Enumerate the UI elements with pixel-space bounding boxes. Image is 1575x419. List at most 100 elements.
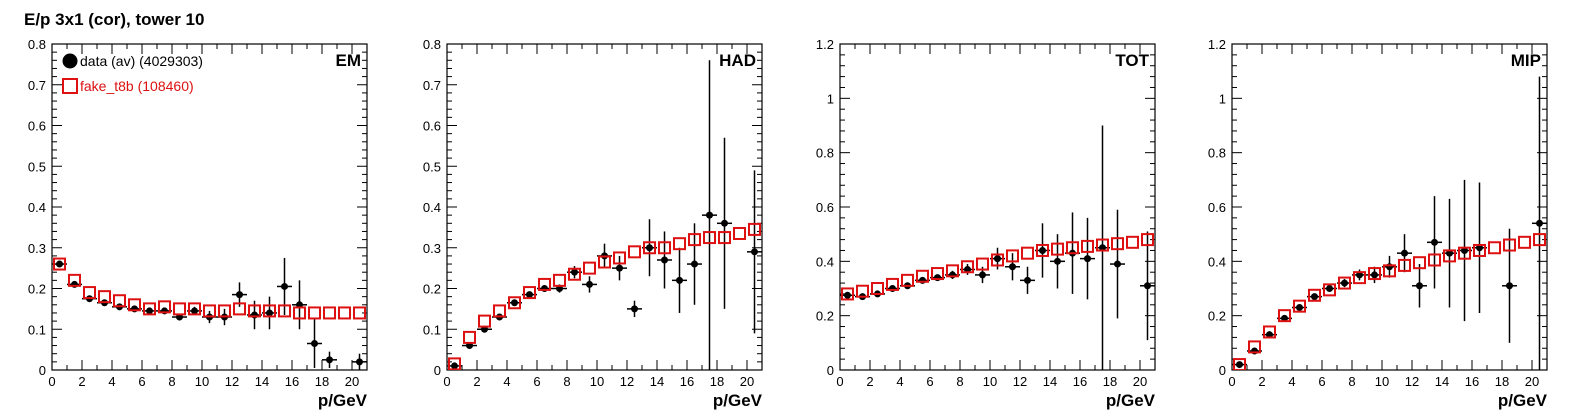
data-point	[191, 307, 198, 315]
mc-point	[1503, 238, 1516, 252]
x-tick-label: 14	[255, 374, 269, 389]
mc-point	[1096, 238, 1109, 252]
y-tick-label: 0.8	[1208, 146, 1226, 161]
mc-point	[233, 302, 246, 316]
mc-point	[128, 298, 141, 312]
x-axis-label: p/GeV	[318, 391, 368, 410]
data-point	[511, 299, 518, 307]
data-point	[1084, 255, 1091, 263]
mc-point	[628, 245, 641, 259]
data-point	[1266, 331, 1273, 339]
y-tick-label: 0	[39, 363, 46, 378]
mc-point	[568, 267, 581, 281]
data-point	[721, 219, 728, 227]
x-tick-label: 0	[836, 374, 843, 389]
mc-point	[143, 302, 156, 316]
x-tick-label: 16	[285, 374, 299, 389]
x-tick-label: 0	[48, 374, 55, 389]
mc-point	[538, 277, 551, 291]
y-tick-label: 0.4	[816, 254, 834, 269]
plot-frame	[839, 43, 1156, 371]
data-point	[1461, 246, 1468, 254]
data-point	[1296, 304, 1303, 312]
plot-area	[840, 125, 1155, 370]
data-point	[251, 311, 258, 319]
x-tick-label: 20	[740, 374, 754, 389]
data-point	[1431, 238, 1438, 246]
x-tick-label: 12	[1405, 374, 1419, 389]
data-point	[1326, 285, 1333, 292]
mc-point	[1458, 246, 1471, 260]
y-tick-label: 0.3	[28, 241, 46, 256]
y-tick-label: 0.6	[28, 119, 46, 134]
x-tick-label: 14	[1043, 374, 1057, 389]
data-point	[526, 291, 533, 299]
mc-point	[688, 233, 701, 247]
y-tick-label: 0	[827, 363, 834, 378]
mc-point	[188, 302, 201, 316]
data-point	[631, 305, 638, 313]
y-tick-label: 0.7	[28, 78, 46, 93]
mc-point	[1036, 243, 1049, 257]
mc-point	[1263, 325, 1276, 339]
mc-point	[1081, 239, 1094, 253]
y-tick-label: 0.7	[423, 78, 441, 93]
data-point	[1099, 244, 1106, 252]
mc-point	[463, 330, 476, 344]
mc-point	[308, 306, 321, 320]
mc-point	[598, 255, 611, 269]
y-tick-label: 1.2	[1208, 37, 1226, 52]
mc-point	[1473, 243, 1486, 257]
x-tick-label: 6	[1318, 374, 1325, 389]
panel-mip: 0 2 4 6 8 10 12 14 16 18 20 0 0.2 0.4 0.6 0.8 1 1.2 p/GeV M…	[1208, 37, 1548, 410]
mc-point	[1141, 233, 1154, 247]
mc-point	[448, 357, 461, 370]
mc-point	[871, 282, 884, 295]
x-tick-label: 4	[108, 374, 115, 389]
data-point	[1281, 314, 1288, 322]
data-point	[1386, 263, 1393, 271]
panel-had: 0 2 4 6 8 10 12 14 16 18 20 0 0.1 0.2 0.3 0.4 0.5 0.6 0.7 0…	[423, 37, 763, 410]
x-tick-label: 4	[1288, 374, 1295, 389]
mc-point	[583, 261, 596, 275]
y-tick-label: 0	[1219, 363, 1226, 378]
x-tick-label: 0	[1228, 374, 1235, 389]
mc-point	[1111, 237, 1124, 251]
data-point	[281, 282, 288, 290]
mc-point	[1443, 249, 1456, 263]
mc-point	[1308, 288, 1321, 302]
y-tick-label: 1.2	[816, 37, 834, 52]
mc-point	[1368, 267, 1381, 281]
data-point	[1114, 260, 1121, 268]
legend-mc-marker	[62, 78, 78, 94]
y-tick-label: 0.8	[423, 37, 441, 52]
data-point	[1054, 257, 1061, 265]
data-point	[616, 264, 623, 272]
mc-point	[1353, 271, 1366, 285]
data-point	[1009, 263, 1016, 271]
data-point	[646, 244, 653, 252]
mc-point	[1533, 233, 1546, 247]
y-tick-label: 0.1	[423, 322, 441, 337]
x-tick-label: 18	[710, 374, 724, 389]
data-point	[1039, 246, 1046, 254]
x-tick-label: 10	[590, 374, 604, 389]
mc-point	[218, 304, 231, 318]
mc-point	[886, 277, 899, 291]
x-tick-label: 8	[1348, 374, 1355, 389]
plot-area	[52, 257, 367, 370]
data-point	[1401, 249, 1408, 257]
mc-point	[901, 273, 914, 287]
plot-area	[447, 60, 762, 370]
mc-point	[1338, 276, 1351, 290]
y-tick-label: 0.2	[1208, 309, 1226, 324]
y-tick-label: 0.2	[28, 282, 46, 297]
data-point	[889, 285, 896, 292]
mc-point	[916, 269, 929, 283]
data-point	[356, 358, 363, 366]
panel-label: EM	[336, 51, 362, 70]
mc-point	[748, 222, 761, 236]
mc-point	[1051, 242, 1064, 256]
mc-point	[643, 241, 656, 255]
